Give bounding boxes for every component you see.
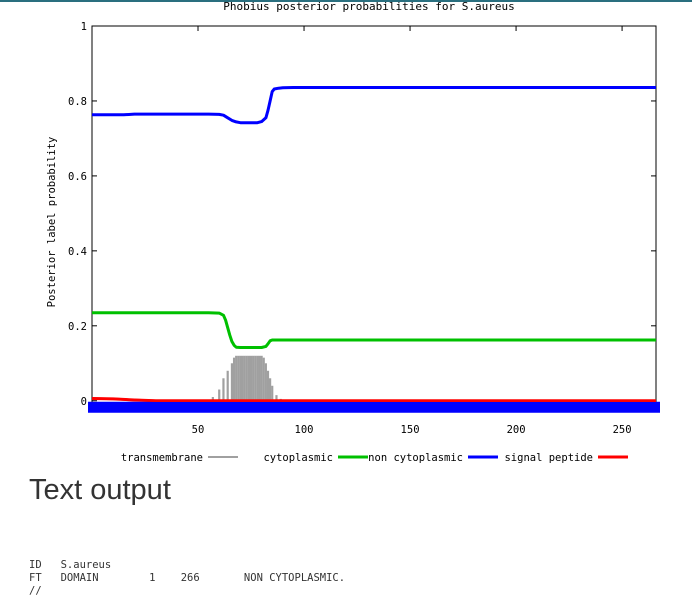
y-tick-label: 0.4 [68,246,87,258]
y-tick-label: 0.6 [68,171,87,183]
chart-title: Phobius posterior probabilities for S.au… [223,0,514,13]
top-border [0,0,692,2]
y-tick-label: 0.2 [68,321,87,333]
legend-group: transmembrane cytoplasmic non cytoplasmic s… [121,452,628,464]
x-tick-label: 250 [613,424,632,436]
x-tick-label: 200 [507,424,526,436]
text-output-line: FT DOMAIN 1 266 NON CYTOPLASMIC. [29,572,346,584]
x-tick-label: 100 [295,424,314,436]
legend-label-cytoplasmic: cytoplasmic [263,452,333,464]
legend-label-transmembrane: transmembrane [121,452,203,464]
signal-peptide-line-top [91,397,656,403]
x-tick-label: 50 [192,424,205,436]
legend-label-signal-peptide: signal peptide [504,452,593,464]
plot-frame-group [91,25,657,413]
text-output-line: // [29,585,42,597]
legend-label-non-cytoplasmic: non cytoplasmic [368,452,463,464]
x-tick-label: 150 [401,424,420,436]
non-cytoplasmic-line [92,86,656,125]
series-group [88,86,660,413]
y-tick-label: 1 [81,21,87,33]
plot-border [91,25,657,413]
y-axis-label: Posterior label probability [46,137,58,308]
text-output-heading: Text output [29,474,171,506]
state-track-band [88,401,660,413]
text-output-block: ID S.aureus FT DOMAIN 1 266 NON CYTOPLASM… [29,559,345,598]
y-tick-label: 0.8 [68,96,87,108]
text-output-line: ID S.aureus [29,559,112,571]
cytoplasmic-line [92,311,656,349]
y-tick-label: 0 [81,396,87,408]
